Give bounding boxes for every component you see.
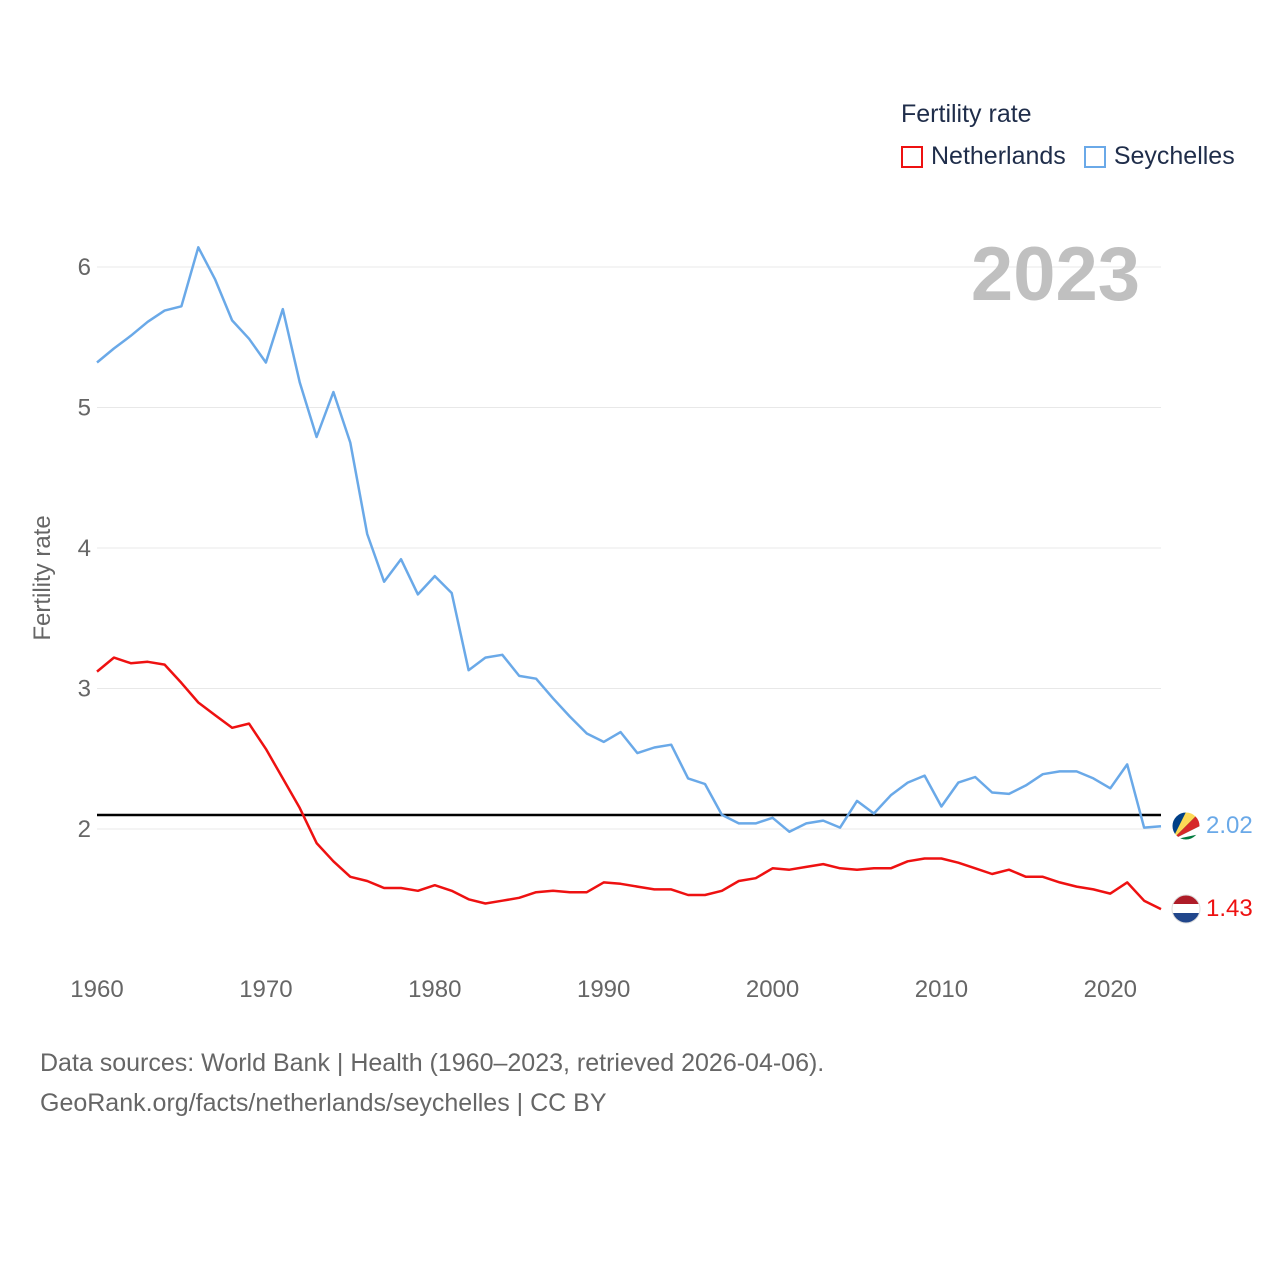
x-tick-label: 2000: [746, 976, 799, 1003]
y-tick-label: 6: [78, 254, 91, 281]
y-tick-label: 3: [78, 676, 91, 703]
y-tick-label: 5: [78, 395, 91, 422]
source-line-2: GeoRank.org/facts/netherlands/seychelles…: [40, 1089, 607, 1117]
legend-swatch-netherlands: [901, 145, 923, 168]
x-tick-label: 2020: [1084, 976, 1137, 1003]
x-tick-label: 2010: [915, 976, 968, 1003]
legend-item-netherlands[interactable]: Netherlands: [901, 142, 1066, 171]
end-label-seychelles: 2.02: [1206, 812, 1253, 839]
legend: Netherlands Seychelles: [901, 142, 1253, 171]
y-tick-label: 4: [78, 535, 91, 562]
x-tick-label: 1980: [408, 976, 461, 1003]
data-sources: Data sources: World Bank | Health (1960–…: [40, 1043, 824, 1123]
y-axis-label: Fertility rate: [29, 515, 56, 640]
netherlands-flag-icon: [1171, 894, 1201, 924]
x-tick-label: 1960: [70, 976, 123, 1003]
legend-title: Fertility rate: [901, 100, 1032, 128]
series-line-netherlands: [96, 656, 1162, 911]
legend-item-seychelles[interactable]: Seychelles: [1083, 142, 1235, 171]
year-label: 2023: [971, 232, 1140, 317]
seychelles-flag-icon: [1171, 811, 1201, 841]
series-line-seychelles: [96, 246, 1162, 834]
x-tick-label: 1970: [239, 976, 292, 1003]
legend-label-netherlands: Netherlands: [931, 142, 1066, 170]
chart-plot: 2 3 4 5 6 1960 1970 1980 1990 2000 2010 2020 Ferti…: [29, 232, 1253, 1003]
legend-label-seychelles: Seychelles: [1113, 142, 1235, 170]
legend-swatch-seychelles: [1083, 145, 1106, 168]
end-label-netherlands: 1.43: [1206, 895, 1253, 922]
x-tick-label: 1990: [577, 976, 630, 1003]
source-line-1: Data sources: World Bank | Health (1960–…: [40, 1049, 825, 1077]
y-tick-label: 2: [78, 816, 91, 843]
